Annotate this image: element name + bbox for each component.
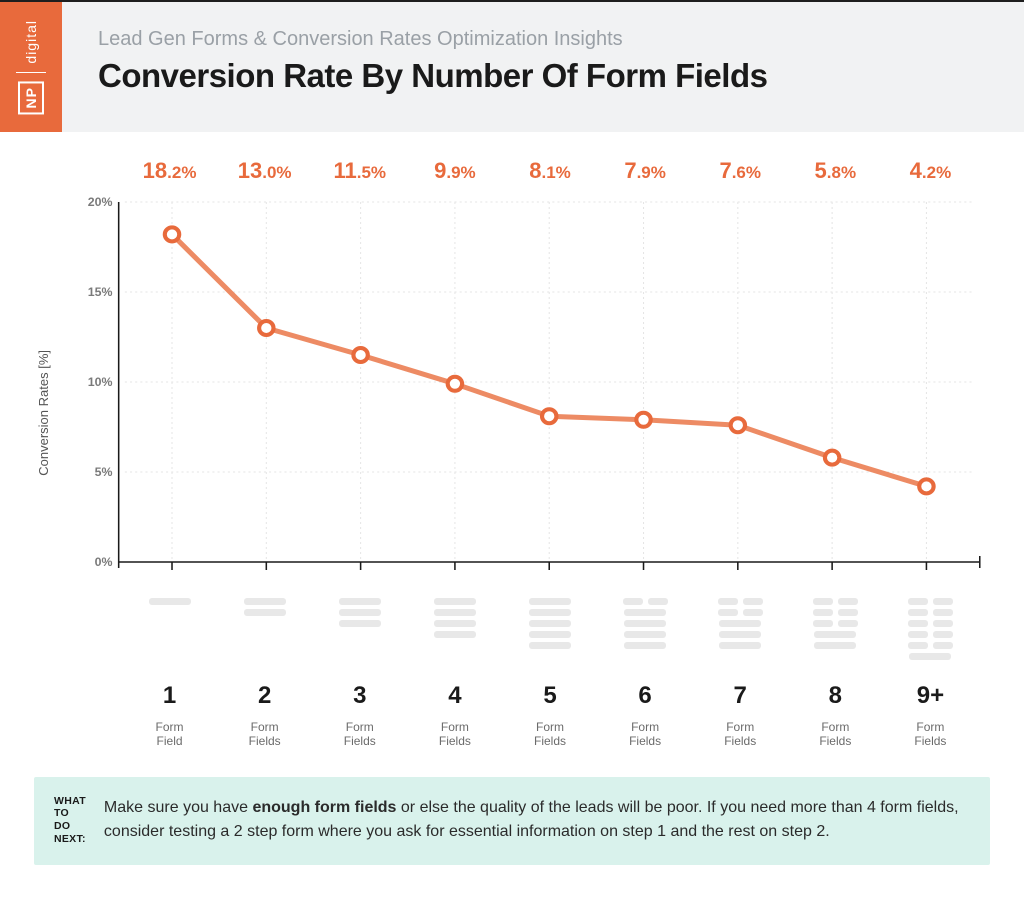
x-category-label: FormFields [629, 720, 661, 749]
form-fields-icon [244, 598, 286, 670]
x-category: 3 FormFields [312, 598, 407, 749]
value-label: 4.2% [883, 158, 978, 184]
page-subtitle: Lead Gen Forms & Conversion Rates Optimi… [98, 28, 767, 51]
value-label: 18.2% [122, 158, 217, 184]
x-category-number: 5 [543, 682, 556, 710]
line-chart-svg: 0% 5% 10% 15% 20% [61, 194, 988, 592]
logo-divider [16, 72, 46, 73]
value-label: 9.9% [407, 158, 502, 184]
plot: 0% 5% 10% 15% 20% [61, 194, 988, 592]
x-category-label: FormFields [344, 720, 376, 749]
logo-text-np: NP [18, 81, 44, 114]
tip-label: WHAT TO DO NEXT: [54, 795, 86, 845]
svg-text:10%: 10% [88, 375, 113, 389]
chart-container: 18.2%13.0%11.5%9.9%8.1%7.9%7.6%5.8%4.2% … [0, 132, 1024, 749]
x-category-number: 4 [448, 682, 461, 710]
x-category-label: FormField [156, 720, 184, 749]
value-label: 7.9% [598, 158, 693, 184]
x-category-number: 7 [734, 682, 747, 710]
logo-text-digital: digital [23, 20, 39, 64]
value-label: 13.0% [217, 158, 312, 184]
x-category: 5 FormFields [502, 598, 597, 749]
x-category-label: FormFields [249, 720, 281, 749]
tip-text-bold: enough form fields [252, 799, 396, 816]
value-label: 11.5% [312, 158, 407, 184]
brand-logo: digital NP [0, 2, 62, 132]
svg-text:20%: 20% [88, 195, 113, 209]
title-block: Lead Gen Forms & Conversion Rates Optimi… [62, 2, 803, 132]
tip-callout: WHAT TO DO NEXT: Make sure you have enou… [34, 777, 990, 865]
form-fields-icon [339, 598, 381, 670]
y-axis-label: Conversion Rates [%] [36, 310, 51, 476]
page-title: Conversion Rate By Number Of Form Fields [98, 57, 767, 95]
svg-text:0%: 0% [95, 555, 113, 569]
x-category-number: 8 [829, 682, 842, 710]
infographic-root: digital NP Lead Gen Forms & Conversion R… [0, 0, 1024, 915]
x-category-label: FormFields [914, 720, 946, 749]
x-category-number: 3 [353, 682, 366, 710]
value-label: 8.1% [502, 158, 597, 184]
x-category-number: 1 [163, 682, 176, 710]
x-category-label: FormFields [724, 720, 756, 749]
tip-text-before: Make sure you have [104, 799, 253, 816]
x-category: 2 FormFields [217, 598, 312, 749]
form-fields-icon [529, 598, 571, 670]
form-fields-icon [908, 598, 953, 670]
x-category-number: 9+ [917, 682, 944, 710]
x-category: 8 FormFields [788, 598, 883, 749]
x-category-label: FormFields [439, 720, 471, 749]
svg-text:5%: 5% [95, 465, 113, 479]
value-label: 7.6% [693, 158, 788, 184]
x-category-number: 6 [638, 682, 651, 710]
tip-text: Make sure you have enough form fields or… [104, 796, 966, 844]
x-category: 1 FormField [122, 598, 217, 749]
x-axis-row: 1 FormField 2 FormFields 3 FormFields 4 FormFie… [122, 598, 978, 749]
x-category-label: FormFields [534, 720, 566, 749]
x-category-label: FormFields [819, 720, 851, 749]
form-fields-icon [623, 598, 668, 670]
x-category: 6 FormFields [598, 598, 693, 749]
form-fields-icon [149, 598, 191, 670]
x-category: 4 FormFields [407, 598, 502, 749]
form-fields-icon [718, 598, 763, 670]
form-fields-icon [434, 598, 476, 670]
form-fields-icon [813, 598, 858, 670]
x-category-number: 2 [258, 682, 271, 710]
value-labels-row: 18.2%13.0%11.5%9.9%8.1%7.9%7.6%5.8%4.2% [122, 150, 978, 184]
header: digital NP Lead Gen Forms & Conversion R… [0, 2, 1024, 132]
value-label: 5.8% [788, 158, 883, 184]
x-category: 7 FormFields [693, 598, 788, 749]
plot-wrap: Conversion Rates [%] 0% 5% 10% 15% 20% [36, 194, 988, 592]
x-category: 9+ FormFields [883, 598, 978, 749]
svg-text:15%: 15% [88, 285, 113, 299]
